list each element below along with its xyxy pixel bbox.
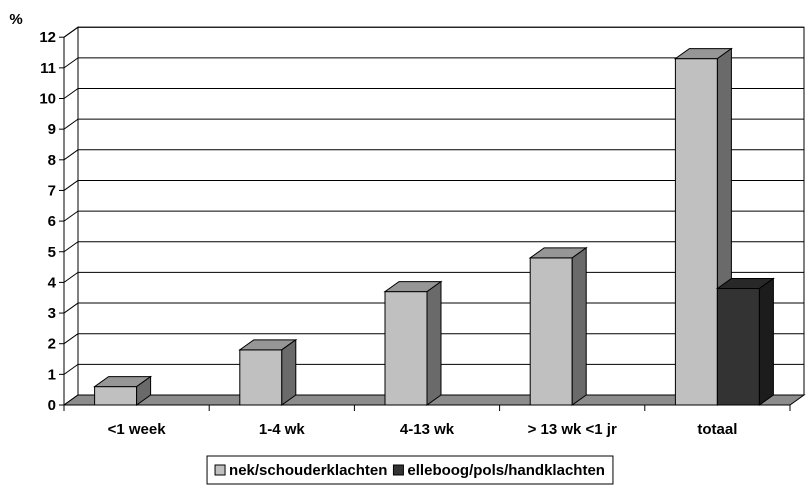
bar-side-face xyxy=(426,280,442,406)
bar-nek-front xyxy=(529,257,573,406)
bar-side-face xyxy=(136,375,152,406)
gridline-side xyxy=(63,271,79,283)
y-tick-label: 5 xyxy=(48,244,56,261)
gridline-side xyxy=(63,333,79,345)
legend-box xyxy=(206,455,614,485)
y-tick-label: 11 xyxy=(40,60,56,77)
bar-nek-front xyxy=(674,58,718,406)
legend: nek/schouderklachten elleboog/pols/handkl… xyxy=(206,455,614,485)
x-category-label: 4-13 wk xyxy=(400,421,455,438)
y-tick-label: 4 xyxy=(48,274,57,291)
bar-side-face xyxy=(758,277,774,406)
gridline-side xyxy=(63,26,79,38)
x-category-label: 1-4 wk xyxy=(259,421,306,438)
bar-nek-front xyxy=(239,349,283,406)
gridline-side xyxy=(63,180,79,191)
y-tick-label: 12 xyxy=(39,29,56,46)
legend-label: elleboog/pols/handklachten xyxy=(407,462,605,479)
x-category-label: > 13 wk <1 jr xyxy=(528,421,617,438)
gridline-side xyxy=(63,363,79,375)
bar-nek-front xyxy=(384,291,428,406)
bar-side-face xyxy=(281,338,297,406)
legend-swatch xyxy=(214,464,226,476)
legend-label: nek/schouderklachten xyxy=(229,462,387,479)
bar-side-face xyxy=(571,246,587,406)
y-tick-label: 6 xyxy=(48,213,56,230)
x-category-label: totaal xyxy=(697,421,737,438)
y-tick-label: 9 xyxy=(48,121,56,138)
gridline-side xyxy=(63,302,79,314)
y-tick-label: 2 xyxy=(48,336,56,353)
legend-swatch xyxy=(392,464,404,476)
x-category-labels: <1 week 1-4 wk 4-13 wk > 13 wk <1 jr totaal xyxy=(108,421,738,438)
y-tick-label: 7 xyxy=(48,182,56,199)
gridline-side xyxy=(63,118,79,130)
gridline-side xyxy=(63,88,79,99)
gridline-side xyxy=(63,149,79,161)
y-tick-label: 10 xyxy=(39,91,56,108)
x-category-label: <1 week xyxy=(108,421,167,438)
bar-elleboog-front xyxy=(716,288,760,406)
bar-nek-front xyxy=(94,386,138,406)
gridline-side xyxy=(63,57,79,69)
y-tick-label: 8 xyxy=(48,152,56,169)
gridline-side xyxy=(63,210,79,222)
gridline-side xyxy=(63,241,79,253)
y-tick-label: 0 xyxy=(48,397,56,414)
y-tick-label: 1 xyxy=(48,366,56,383)
bars xyxy=(93,47,775,406)
y-tick-label: 3 xyxy=(48,305,56,322)
y-axis-unit-label: % xyxy=(9,11,22,28)
